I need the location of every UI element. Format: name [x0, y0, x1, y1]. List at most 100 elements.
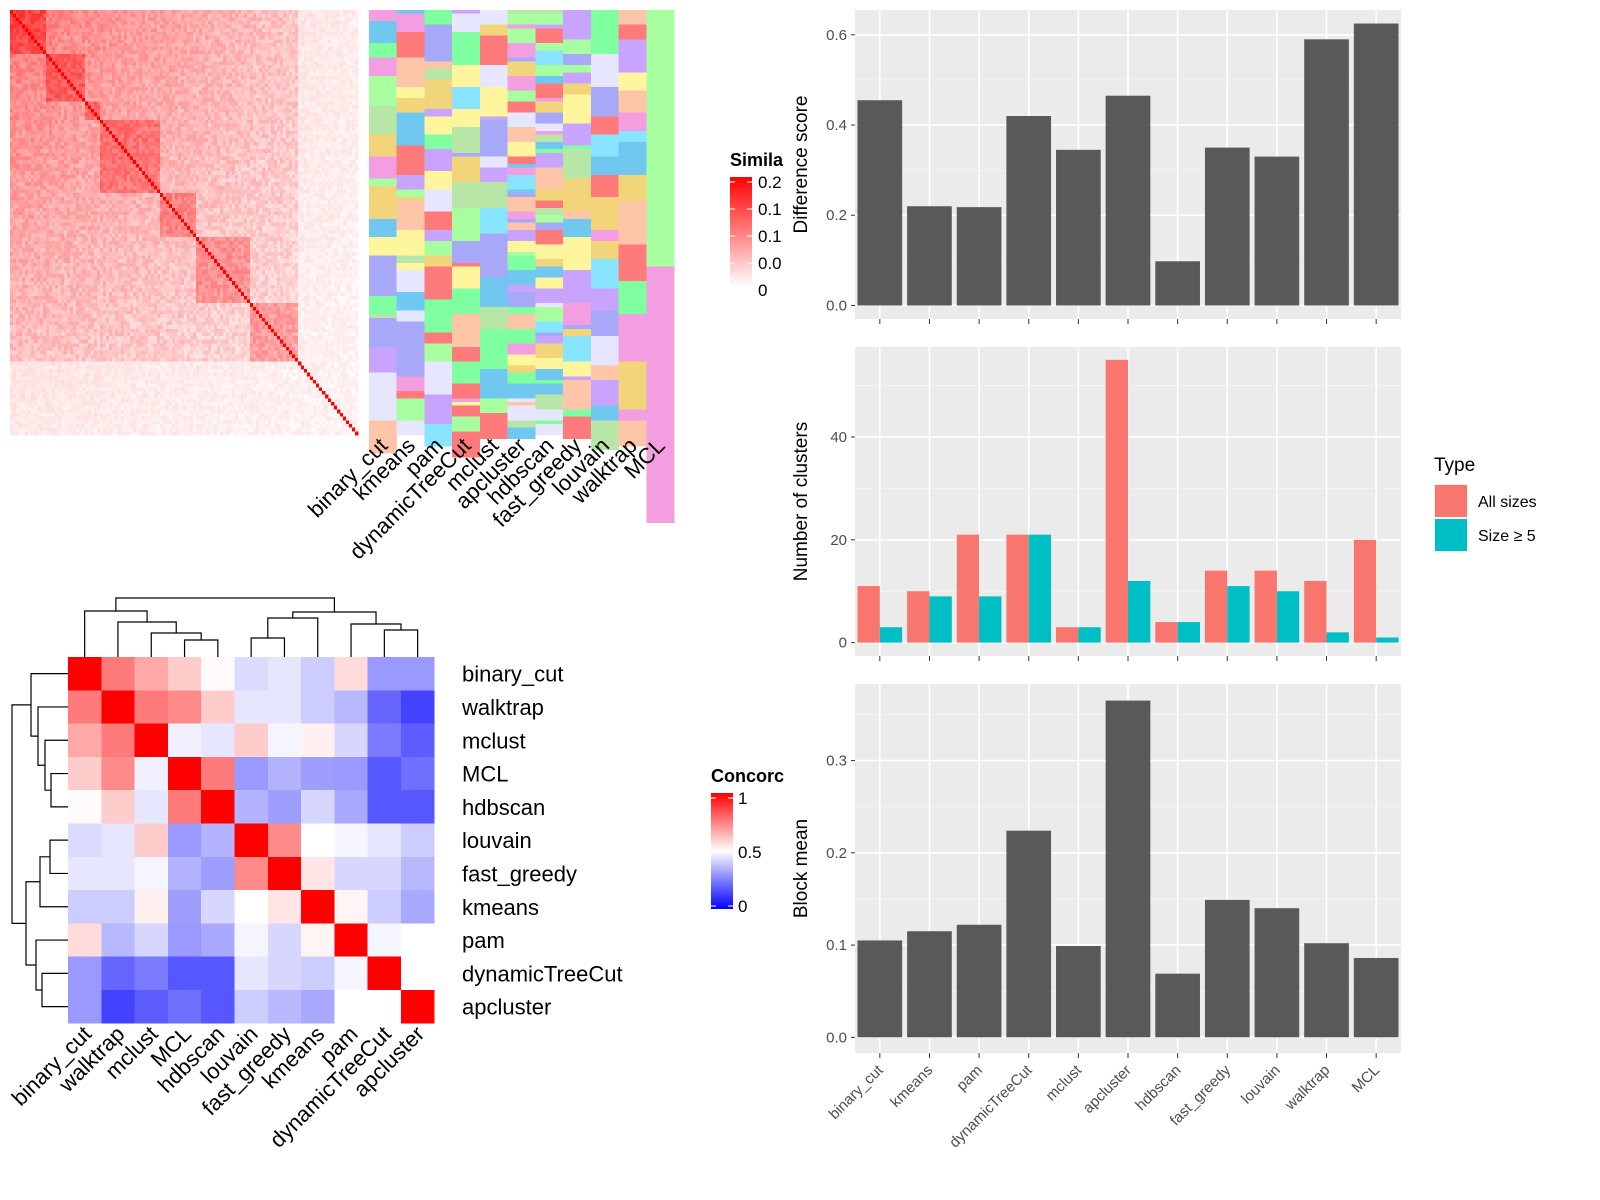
- similarity-cell: [310, 75, 314, 80]
- similarity-cell: [67, 112, 71, 117]
- similarity-cell: [157, 163, 161, 168]
- similarity-cell: [112, 13, 116, 18]
- similarity-cell: [196, 90, 200, 95]
- similarity-cell: [235, 46, 239, 51]
- similarity-cell: [229, 116, 233, 121]
- similarity-cell: [70, 145, 74, 150]
- similarity-cell: [40, 13, 44, 18]
- similarity-cell: [109, 149, 113, 154]
- similarity-cell: [283, 50, 287, 55]
- similarity-cell: [286, 10, 290, 14]
- similarity-cell: [160, 94, 164, 99]
- similarity-cell: [175, 53, 179, 58]
- similarity-cell: [325, 17, 329, 22]
- similarity-cell: [217, 141, 221, 146]
- similarity-cell: [25, 167, 29, 172]
- similarity-cell: [49, 31, 53, 36]
- similarity-cell: [139, 156, 143, 161]
- similarity-cell: [295, 24, 299, 29]
- similarity-cell: [10, 17, 14, 22]
- similarity-cell: [100, 134, 104, 139]
- similarity-cell: [277, 130, 281, 135]
- similarity-cell: [148, 105, 152, 110]
- similarity-cell: [226, 53, 230, 58]
- similarity-cell: [43, 119, 47, 124]
- similarity-cell: [58, 86, 62, 91]
- similarity-cell: [325, 31, 329, 36]
- similarity-cell: [220, 24, 224, 29]
- similarity-cell: [190, 46, 194, 51]
- similarity-cell: [352, 163, 356, 168]
- similarity-cell: [172, 101, 176, 106]
- similarity-cell: [97, 31, 101, 36]
- similarity-cell: [109, 156, 113, 161]
- similarity-cell: [301, 10, 305, 14]
- similarity-cell: [178, 10, 182, 14]
- similarity-cell: [280, 57, 284, 62]
- similarity-cell: [109, 57, 113, 62]
- similarity-cell: [64, 149, 68, 154]
- similarity-cell: [91, 13, 95, 18]
- similarity-cell: [325, 61, 329, 66]
- similarity-cell: [247, 31, 251, 36]
- similarity-cell: [220, 75, 224, 80]
- similarity-cell: [250, 149, 254, 154]
- similarity-cell: [97, 50, 101, 55]
- similarity-cell: [235, 39, 239, 44]
- similarity-cell: [229, 10, 233, 14]
- similarity-cell: [265, 156, 269, 161]
- similarity-cell: [280, 149, 284, 154]
- similarity-cell: [304, 20, 308, 25]
- similarity-cell: [97, 72, 101, 77]
- similarity-cell: [319, 79, 323, 84]
- similarity-cell: [205, 75, 209, 80]
- similarity-cell: [247, 42, 251, 47]
- similarity-cell: [70, 112, 74, 117]
- similarity-cell: [352, 10, 356, 14]
- similarity-cell: [340, 145, 344, 150]
- similarity-cell: [49, 24, 53, 29]
- similarity-cell: [199, 160, 203, 165]
- similarity-cell: [259, 119, 263, 124]
- similarity-cell: [97, 90, 101, 95]
- similarity-cell: [235, 138, 239, 143]
- similarity-cell: [37, 68, 41, 73]
- similarity-cell: [352, 86, 356, 91]
- similarity-cell: [259, 149, 263, 154]
- similarity-cell: [52, 42, 56, 47]
- similarity-cell: [127, 105, 131, 110]
- similarity-cell: [298, 86, 302, 91]
- similarity-cell: [193, 20, 197, 25]
- similarity-cell: [229, 108, 233, 113]
- similarity-cell: [43, 64, 47, 69]
- similarity-cell: [133, 28, 137, 33]
- similarity-cell: [142, 86, 146, 91]
- similarity-cell: [73, 79, 77, 84]
- similarity-cell: [190, 17, 194, 22]
- similarity-cell: [223, 72, 227, 77]
- similarity-cell: [214, 108, 218, 113]
- similarity-cell: [40, 101, 44, 106]
- similarity-cell: [112, 79, 116, 84]
- similarity-cell: [142, 28, 146, 33]
- similarity-cell: [115, 83, 119, 88]
- similarity-cell: [31, 167, 35, 172]
- similarity-cell: [121, 160, 125, 165]
- similarity-cell: [280, 116, 284, 121]
- similarity-cell: [340, 90, 344, 95]
- similarity-cell: [262, 138, 266, 143]
- similarity-cell: [292, 17, 296, 22]
- similarity-cell: [331, 53, 335, 58]
- similarity-cell: [181, 35, 185, 40]
- similarity-cell: [355, 94, 359, 99]
- similarity-cell: [55, 39, 59, 44]
- similarity-cell: [328, 83, 332, 88]
- similarity-cell: [103, 149, 107, 154]
- similarity-cell: [334, 149, 338, 154]
- similarity-cell: [154, 112, 158, 117]
- similarity-cell: [43, 138, 47, 143]
- similarity-cell: [178, 152, 182, 157]
- similarity-cell: [28, 123, 32, 128]
- similarity-cell: [334, 10, 338, 14]
- similarity-cell: [298, 127, 302, 132]
